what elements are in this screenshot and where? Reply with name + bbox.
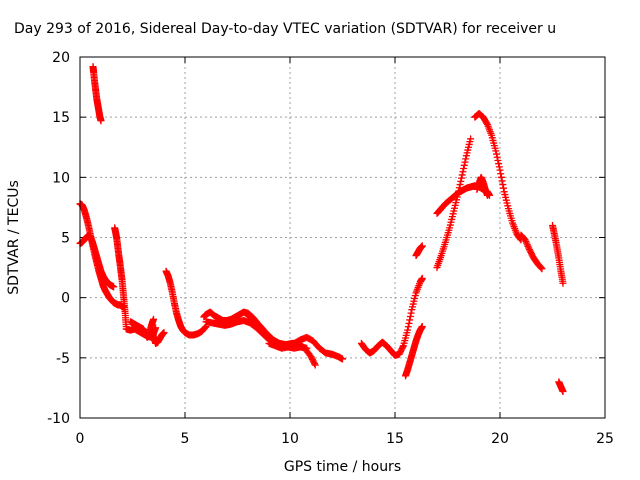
data-point	[456, 181, 464, 189]
x-tick-label: 15	[386, 431, 404, 447]
y-tick-label: 5	[61, 231, 70, 247]
data-point	[523, 241, 531, 249]
data-segment	[76, 231, 118, 291]
data-point	[418, 274, 426, 282]
data-point	[110, 283, 118, 291]
x-tick-label: 20	[491, 431, 509, 447]
data-segment	[402, 323, 426, 380]
y-tick-label: 10	[52, 170, 70, 186]
data-point	[499, 181, 507, 189]
data-point	[500, 184, 507, 192]
data-point	[406, 316, 414, 324]
data-point	[311, 360, 318, 368]
data-point	[521, 236, 529, 244]
data-segment	[147, 324, 168, 347]
data-point	[201, 324, 209, 332]
data-point	[461, 158, 469, 166]
data-point	[460, 161, 468, 169]
data-point	[404, 326, 412, 334]
data-point	[160, 329, 168, 337]
x-tick-label: 10	[281, 431, 299, 447]
data-point	[201, 323, 209, 331]
data-point	[483, 191, 491, 199]
y-tick-label: -5	[56, 351, 70, 367]
data-segment	[412, 242, 426, 260]
x-tick-label: 0	[76, 431, 85, 447]
chart-title: Day 293 of 2016, Sidereal Day-to-day VTE…	[14, 21, 556, 37]
data-point	[455, 187, 463, 195]
data-point	[483, 119, 491, 127]
data-point	[559, 388, 567, 396]
plot-frame	[79, 56, 606, 419]
data-point	[460, 165, 468, 173]
data-point	[97, 117, 105, 125]
data-point	[404, 323, 412, 331]
data-point	[405, 319, 413, 327]
y-tick-label: 0	[61, 291, 70, 307]
data-segment	[433, 135, 475, 272]
data-point	[498, 177, 506, 185]
data-point	[458, 174, 465, 182]
grid-lines	[80, 57, 605, 418]
data-point	[492, 147, 500, 155]
data-point	[407, 309, 415, 317]
axis-ticks: 0 5 10 15 20 25 -10 -5 0 5 10 15 20	[47, 50, 614, 447]
y-tick-label: 15	[52, 110, 70, 126]
data-point	[462, 155, 470, 163]
y-tick-label: 20	[52, 50, 70, 66]
data-point	[467, 135, 475, 143]
data-point	[524, 242, 532, 250]
data-point	[522, 238, 530, 246]
data-point	[459, 168, 467, 176]
data-point	[311, 361, 319, 369]
y-tick-label: -10	[47, 411, 70, 427]
data-segment	[244, 312, 319, 369]
data-point	[559, 279, 567, 287]
data-segment	[517, 231, 546, 273]
data-segment	[549, 221, 567, 287]
data-point	[537, 264, 545, 272]
data-point	[406, 313, 414, 321]
y-axis-label: SDTVAR / TECUs	[6, 180, 22, 295]
data-point	[495, 160, 503, 168]
data-segment	[111, 224, 130, 331]
data-point	[493, 150, 500, 158]
data-segment	[357, 274, 426, 359]
data-point	[494, 156, 502, 164]
data-segment	[265, 333, 346, 363]
data-point	[454, 190, 462, 198]
data-segment	[162, 267, 210, 339]
data-point	[399, 343, 407, 351]
x-axis-label: GPS time / hours	[284, 459, 401, 475]
data-point	[525, 244, 533, 252]
data-segment	[473, 173, 491, 199]
data-point	[455, 184, 463, 192]
x-tick-label: 25	[596, 431, 614, 447]
data-point	[457, 177, 465, 185]
data-point	[523, 239, 531, 247]
data-segment	[555, 378, 567, 396]
data-point	[418, 242, 426, 250]
data-points	[76, 63, 567, 396]
data-point	[150, 315, 157, 323]
data-point	[339, 355, 346, 363]
data-point	[537, 263, 545, 271]
data-point	[495, 163, 503, 171]
data-point	[493, 153, 501, 161]
x-tick-label: 5	[181, 431, 190, 447]
data-point	[458, 171, 466, 179]
data-point	[496, 166, 504, 174]
data-point	[418, 323, 426, 331]
data-point	[497, 170, 505, 178]
data-point	[497, 173, 505, 181]
data-point	[538, 265, 546, 273]
data-segment	[89, 63, 105, 125]
